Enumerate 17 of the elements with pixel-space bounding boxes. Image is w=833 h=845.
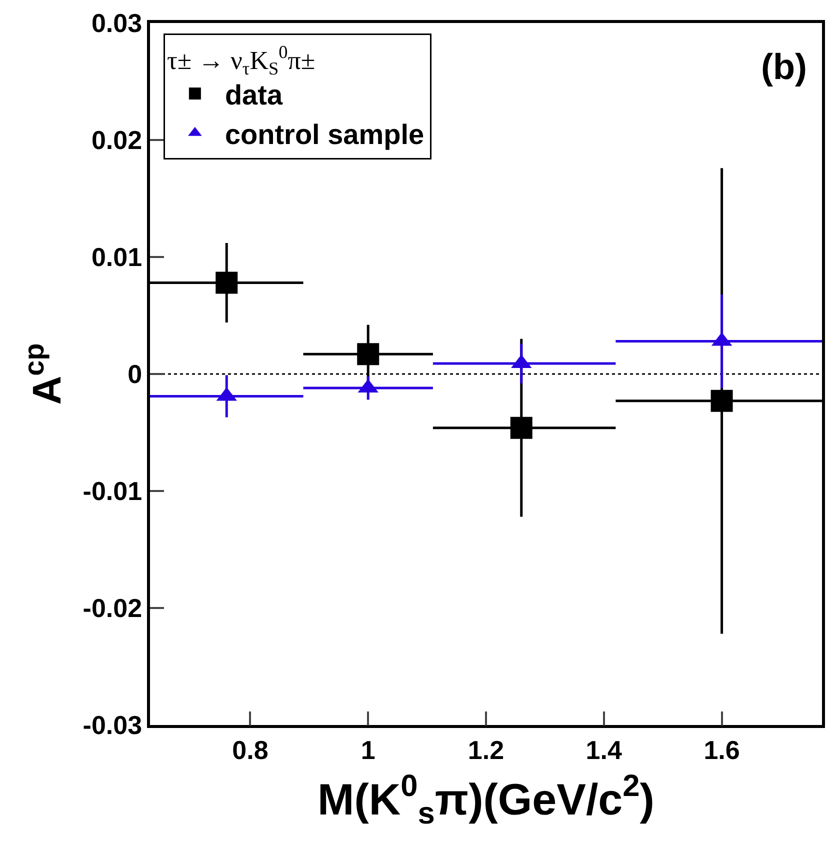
- x-tick-label: 1: [360, 734, 376, 765]
- y-tick-label: -0.01: [82, 476, 142, 506]
- annotation: (b): [761, 46, 807, 87]
- x-tick-label: 0.8: [232, 734, 268, 765]
- x-tick-label: 1.6: [704, 734, 740, 765]
- x-tick-label: 1.4: [586, 734, 622, 765]
- legend-label: control sample: [224, 118, 424, 150]
- y-tick-label: 0.02: [91, 125, 142, 156]
- y-tick-label: -0.03: [82, 710, 142, 740]
- y-tick-label: 0.03: [91, 8, 142, 38]
- legend-label: data: [224, 79, 283, 110]
- x-axis-title: M(K$^{0}$$_{s}$π)(GeV/c$^{2}$): [318, 768, 654, 830]
- y-tick-label: -0.02: [82, 593, 142, 624]
- legend-title: τ± → ν$_{τ}$K$_{S}$$^{0}$π±: [166, 42, 316, 78]
- x-tick-label: 1.2: [468, 734, 504, 765]
- y-tick-label: 0.01: [91, 242, 142, 272]
- y-tick-label: 0: [128, 359, 142, 390]
